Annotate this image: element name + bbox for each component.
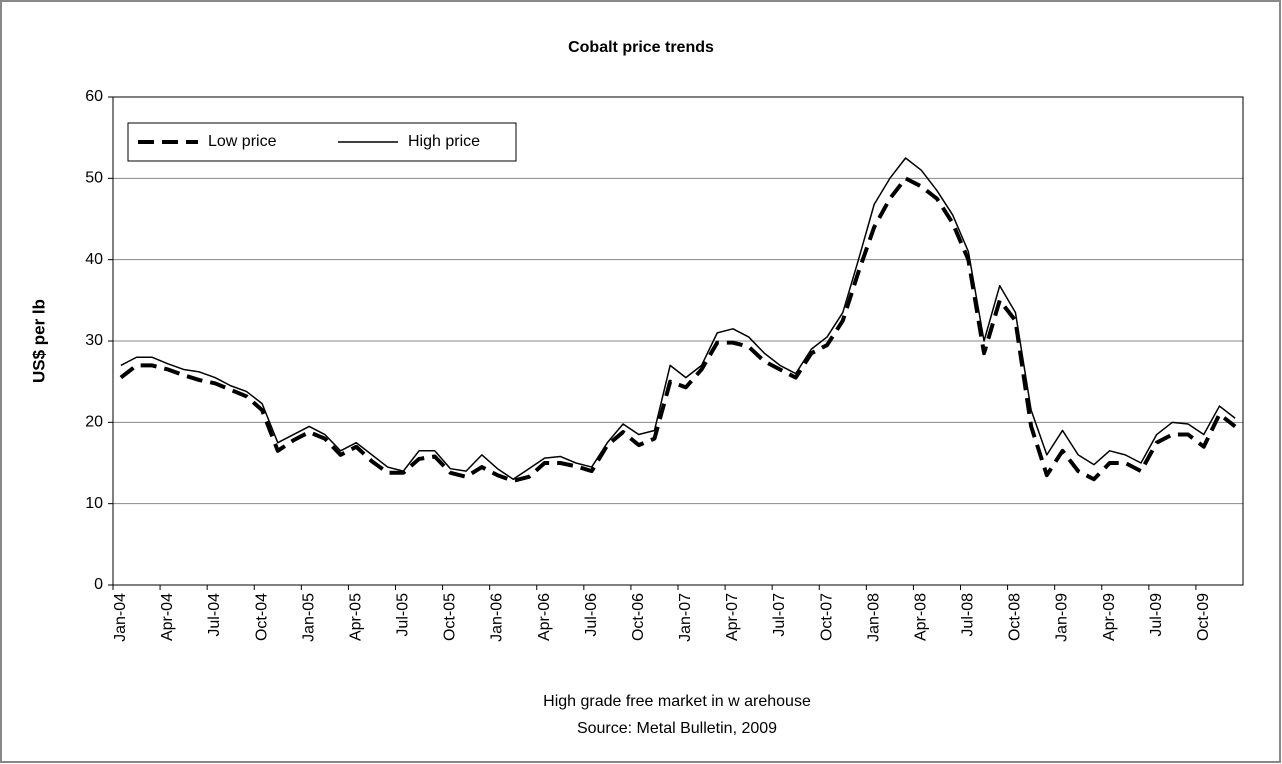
x-tick-label: Apr-04: [159, 593, 176, 641]
x-tick-label: Oct-05: [442, 593, 459, 641]
y-tick-label: 30: [85, 332, 103, 349]
note: Source: Metal Bulletin, 2009: [577, 720, 777, 737]
x-tick-label: Oct-09: [1195, 593, 1212, 641]
legend-label: High price: [408, 133, 480, 150]
x-tick-label: Jul-08: [960, 593, 977, 637]
legend-label: Low price: [208, 133, 277, 150]
x-tick-label: Jul-09: [1148, 593, 1165, 637]
y-tick-label: 20: [85, 414, 103, 431]
x-tick-label: Jul-07: [771, 593, 788, 637]
line-series: [119, 176, 1237, 483]
chart-title: Cobalt price trends: [568, 39, 714, 56]
x-tick-label: Apr-07: [724, 593, 741, 641]
y-tick-label: 40: [85, 251, 103, 268]
x-tick-label: Apr-05: [347, 593, 364, 641]
x-tick-label: Apr-06: [536, 593, 553, 641]
x-tick-label: Jul-04: [206, 593, 223, 637]
x-tick-label: Oct-07: [818, 593, 835, 641]
x-tick-label: Jul-05: [395, 593, 412, 637]
x-tick-label: Jan-08: [865, 593, 882, 642]
line-series: [120, 157, 1236, 481]
x-tick-label: Apr-09: [1101, 593, 1118, 641]
x-tick-label: Jan-04: [112, 593, 129, 642]
note: High grade free market in w arehouse: [543, 693, 811, 710]
x-tick-label: Oct-06: [630, 593, 647, 641]
y-axis-label: US$ per lb: [29, 299, 48, 383]
y-tick-label: 50: [85, 170, 103, 187]
x-tick-label: Jan-05: [300, 593, 317, 642]
x-tick-label: Jul-06: [583, 593, 600, 637]
y-tick-label: 0: [94, 576, 103, 593]
x-tick-label: Jan-09: [1054, 593, 1071, 642]
x-tick-label: Oct-04: [253, 593, 270, 641]
x-tick-label: Jan-07: [677, 593, 694, 642]
x-tick-label: Jan-06: [489, 593, 506, 642]
x-tick-label: Oct-08: [1007, 593, 1024, 641]
y-tick-label: 10: [85, 495, 103, 512]
y-tick-label: 60: [85, 88, 103, 105]
x-tick-label: Apr-08: [912, 593, 929, 641]
